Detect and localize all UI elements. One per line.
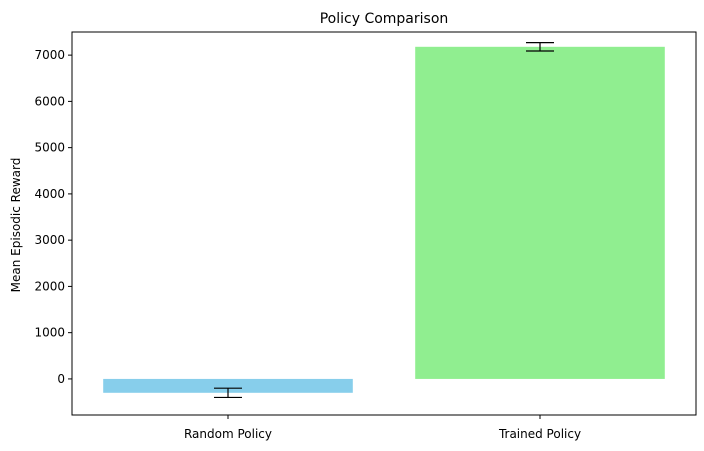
y-tick-label: 3000 [34,233,65,247]
x-axis: Random Policy Trained Policy [184,415,581,441]
y-axis-label: Mean Episodic Reward [9,158,23,293]
y-tick-label: 1000 [34,326,65,340]
x-tick-label: Trained Policy [498,427,581,441]
bar-trained-policy [415,46,665,379]
plot-frame [71,31,697,416]
y-tick-label: 0 [57,372,65,386]
error-bars-group [214,42,554,399]
y-tick-label: 6000 [34,94,65,108]
y-tick-label: 2000 [34,279,65,293]
bar-random-policy [103,378,353,393]
y-tick-label: 4000 [34,187,65,201]
y-tick-label: 5000 [34,141,65,155]
chart-title: Policy Comparison [320,11,449,27]
bars-group [103,46,665,393]
x-tick-label: Random Policy [184,427,272,441]
y-axis: 0 1000 2000 3000 4000 5000 6000 7000 [34,48,72,386]
y-tick-label: 7000 [34,48,65,62]
